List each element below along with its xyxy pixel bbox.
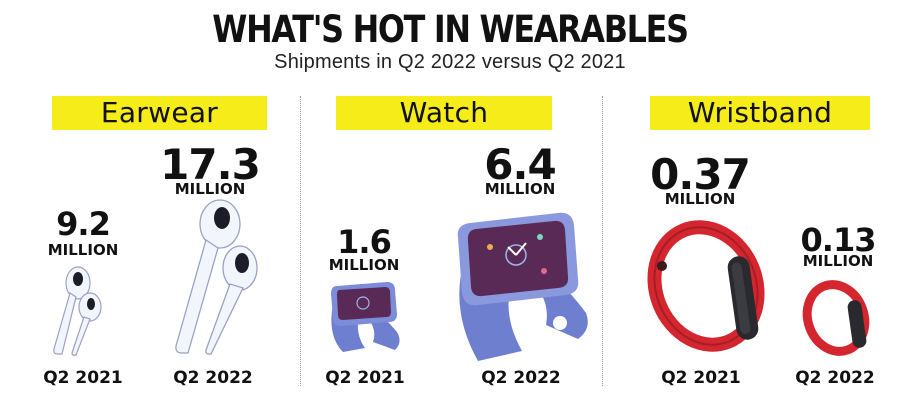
earbuds-small-icon xyxy=(53,266,102,356)
category-label-watch: Watch xyxy=(336,96,552,130)
wristband-small-icon xyxy=(802,280,870,356)
unit-label-earwear-2021: MILLION xyxy=(47,241,119,259)
category-label-earwear: Earwear xyxy=(52,96,267,130)
wristband-section: Wristband 0.37 MILLION 0.13 MILLION Q2 2… xyxy=(602,96,900,396)
value-label-earwear-2021: 9.2 xyxy=(56,205,111,243)
chart-subtitle: Shipments in Q2 2022 versus Q2 2021 xyxy=(274,51,626,73)
period-label-wristband-2021: Q2 2021 xyxy=(661,368,741,388)
earwear-section: Earwear 9.2 MILLION 17.3 MILLION Q2 2021… xyxy=(0,96,300,396)
period-label-watch-2021: Q2 2021 xyxy=(325,368,405,388)
value-label-wristband-2022: 0.13 xyxy=(800,221,877,259)
unit-label-earwear-2022: MILLION xyxy=(174,180,246,198)
value-label-watch-2021: 1.6 xyxy=(337,223,392,261)
period-label-wristband-2022: Q2 2022 xyxy=(795,368,875,388)
smartwatch-small-icon xyxy=(331,282,400,352)
unit-label-watch-2022: MILLION xyxy=(484,180,556,198)
unit-label-wristband-2021: MILLION xyxy=(664,190,736,208)
value-label-watch-2022: 6.4 xyxy=(484,140,556,189)
wristband-large-icon xyxy=(647,220,765,352)
period-label-watch-2022: Q2 2022 xyxy=(481,368,561,388)
earbuds-large-icon xyxy=(175,199,258,355)
unit-label-wristband-2022: MILLION xyxy=(802,252,874,270)
chart-title: WHAT'S HOT IN WEARABLES xyxy=(212,8,689,51)
watch-section: Watch 1.6 MILLION 6.4 MILLION Q2 2021 Q2… xyxy=(300,96,602,396)
section-divider xyxy=(300,96,301,386)
unit-label-watch-2021: MILLION xyxy=(328,256,400,274)
value-label-wristband-2021: 0.37 xyxy=(650,150,751,199)
section-divider xyxy=(602,96,603,386)
period-label-earwear-2022: Q2 2022 xyxy=(173,368,253,388)
smartwatch-large-icon xyxy=(457,212,588,361)
value-label-earwear-2022: 17.3 xyxy=(160,140,261,189)
period-label-earwear-2021: Q2 2021 xyxy=(43,368,123,388)
category-label-wristband: Wristband xyxy=(650,96,870,130)
